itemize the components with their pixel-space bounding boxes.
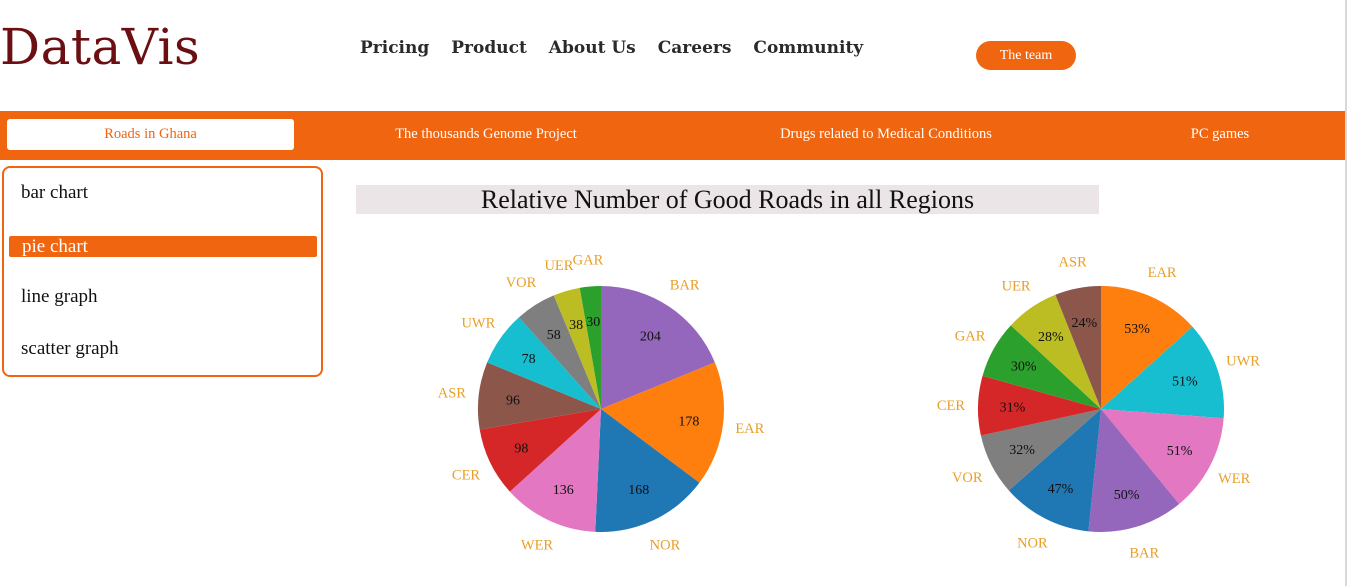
pie-value-label: 51%	[1172, 374, 1198, 389]
sidebar-item-bar-chart[interactable]: bar chart	[21, 182, 88, 203]
pie-value-label: 28%	[1038, 330, 1064, 345]
pie-value-label: 30%	[1011, 360, 1037, 375]
chart-title: Relative Number of Good Roads in all Reg…	[356, 185, 1099, 214]
pie-value-label: 24%	[1071, 316, 1097, 331]
brand-logo: DataVis	[0, 18, 201, 76]
pie-slice-bar	[1088, 409, 1180, 532]
pie-slice-ear	[601, 362, 724, 483]
pie-category-label: NOR	[650, 538, 681, 554]
pie-category-label: CER	[452, 468, 481, 484]
pie-slice-uwr	[1101, 326, 1224, 419]
pie-slice-asr	[477, 362, 601, 430]
pie-slice-uer	[1010, 294, 1101, 409]
pie-category-label: ASR	[1059, 255, 1088, 271]
top-navigation: Pricing Product About Us Careers Communi…	[360, 38, 863, 58]
tab-pc-games[interactable]: PC games	[1190, 126, 1250, 142]
pie-value-label: 98	[514, 442, 528, 457]
pie-category-label: WER	[521, 538, 554, 554]
tab-roads-in-ghana[interactable]: Roads in Ghana	[7, 119, 294, 150]
pie-value-label: 53%	[1124, 322, 1150, 337]
pie-category-label: CER	[937, 398, 966, 414]
pie-slice-bar	[601, 286, 715, 409]
pie-slice-asr	[1055, 286, 1101, 409]
pie-category-label: UER	[1002, 278, 1031, 294]
chart-type-sidebar: bar chart pie chart line graph scatter g…	[2, 166, 323, 377]
pie-value-label: 58	[547, 328, 561, 343]
pie-value-label: 32%	[1009, 443, 1035, 458]
pie-value-label: 50%	[1114, 488, 1140, 503]
pie-chart-2: 53% EAR 51% UWR 51% WER 50% BAR 47% NOR 32% VOR 31% C…	[937, 255, 1260, 562]
tab-thousands-genome-project[interactable]: The thousands Genome Project	[395, 126, 577, 142]
pie-category-label: EAR	[735, 421, 764, 437]
pie-category-label: NOR	[1017, 535, 1048, 551]
page-edge-divider	[1345, 0, 1347, 586]
pie-slice-cer	[479, 409, 601, 492]
pie-slice-gar	[982, 325, 1101, 409]
pie-slice-wer	[509, 409, 601, 532]
pie-category-label: ASR	[438, 386, 467, 402]
pie-slice-nor	[1008, 409, 1101, 532]
nav-product[interactable]: Product	[451, 38, 527, 58]
pie-category-label: EAR	[1148, 265, 1177, 281]
the-team-button[interactable]: The team	[976, 41, 1076, 70]
pie-category-label: BAR	[1129, 546, 1159, 562]
pie-slice-ear	[1101, 286, 1193, 409]
pie-value-label: 168	[628, 483, 649, 498]
pie-category-label: UER	[544, 258, 573, 274]
nav-about-us[interactable]: About Us	[548, 38, 636, 58]
pie-value-label: 51%	[1167, 444, 1193, 459]
pie-slice-nor	[595, 409, 700, 532]
pie-category-label: UWR	[461, 315, 495, 331]
pie-category-label: UWR	[1226, 354, 1260, 370]
pie-chart-1: 204 BAR 178 EAR 168 NOR 136 WER 98 CER 96 ASR 78 UWR 5…	[438, 253, 765, 554]
nav-careers[interactable]: Careers	[657, 38, 732, 58]
pie-value-label: 204	[640, 329, 661, 344]
pie-value-label: 38	[569, 318, 583, 333]
pie-category-label: VOR	[952, 470, 983, 486]
pie-slice-vor	[980, 409, 1101, 491]
pie-slice-wer	[1101, 409, 1224, 504]
nav-community[interactable]: Community	[753, 38, 864, 58]
pie-value-label: 47%	[1048, 482, 1074, 497]
sidebar-item-line-graph[interactable]: line graph	[21, 286, 98, 307]
tab-drugs-medical-conditions[interactable]: Drugs related to Medical Conditions	[780, 126, 992, 142]
sidebar-item-pie-chart[interactable]: pie chart	[9, 236, 317, 257]
pie-slice-uer	[553, 287, 601, 409]
pie-slice-gar	[579, 286, 601, 409]
nav-pricing[interactable]: Pricing	[360, 38, 430, 58]
pie-category-label: GAR	[955, 329, 986, 345]
sidebar-item-scatter-graph[interactable]: scatter graph	[21, 338, 119, 359]
pie-category-label: GAR	[573, 253, 604, 269]
pie-value-label: 136	[553, 483, 574, 498]
pie-value-label: 30	[586, 315, 600, 330]
pie-category-label: WER	[1218, 471, 1251, 487]
pie-category-label: VOR	[506, 275, 537, 291]
pie-value-label: 96	[506, 393, 520, 408]
pie-slice-cer	[978, 375, 1101, 436]
pie-value-label: 178	[678, 414, 699, 429]
pie-value-label: 31%	[1000, 401, 1026, 416]
pie-category-label: BAR	[670, 277, 700, 293]
pie-slice-uwr	[487, 317, 601, 409]
sidebar-item-pie-chart-label: pie chart	[22, 236, 88, 257]
dataset-tab-bar: Roads in Ghana The thousands Genome Proj…	[0, 111, 1345, 160]
pie-slice-vor	[518, 295, 601, 409]
pie-value-label: 78	[522, 352, 536, 367]
